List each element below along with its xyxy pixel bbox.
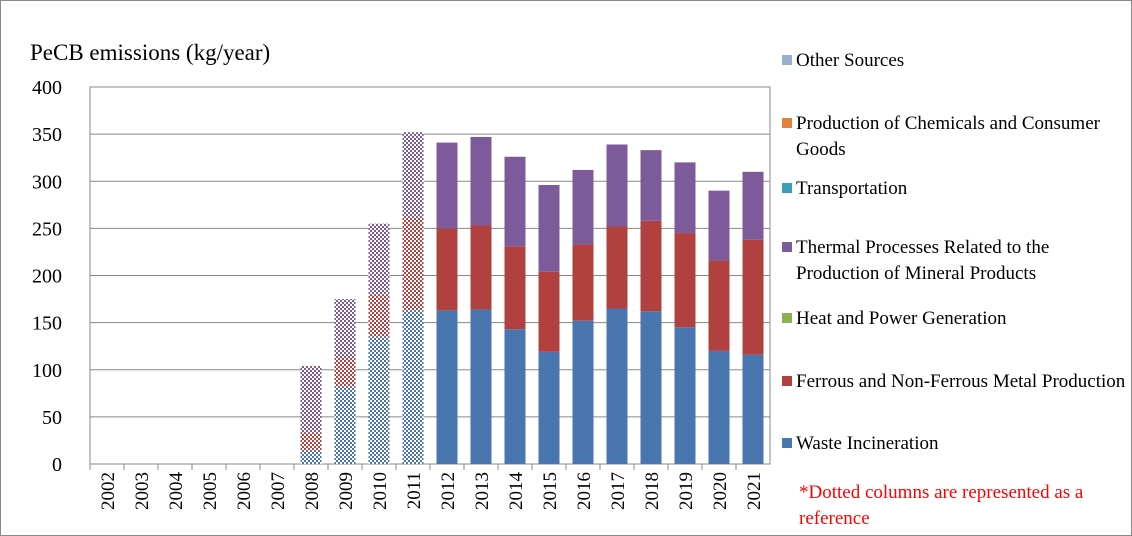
bar-segment (606, 308, 628, 464)
x-tick-label: 2007 (268, 472, 289, 510)
x-tick-label: 2011 (404, 472, 425, 509)
legend-swatch (782, 313, 792, 323)
legend-swatch (782, 55, 792, 65)
bar-segment (334, 386, 356, 464)
x-tick-label: 2017 (608, 472, 629, 510)
bar-segment (436, 228, 458, 311)
bar-segment (368, 223, 390, 295)
y-tick-label: 150 (32, 313, 62, 335)
bar-segment (368, 336, 390, 464)
x-tick-label: 2018 (642, 472, 663, 510)
bar-segment (606, 144, 628, 227)
bar-segment (436, 142, 458, 229)
legend-label: Waste Incineration (796, 433, 939, 454)
chart-title: PeCB emissions (kg/year) (30, 40, 270, 65)
y-tick-label: 100 (32, 360, 62, 382)
x-tick-label: 2002 (98, 472, 119, 510)
x-tick-label: 2021 (744, 472, 765, 510)
y-tick-label: 200 (32, 266, 62, 288)
legend-label: Heat and Power Generation (796, 308, 1007, 329)
bar-segment (300, 450, 322, 464)
bar-segment (538, 185, 560, 272)
legend-swatch (782, 242, 792, 252)
bar-segment (572, 244, 594, 321)
bar-segment (402, 132, 424, 218)
x-tick-label: 2008 (302, 472, 323, 510)
bar-segment (470, 225, 492, 310)
x-tick-label: 2006 (234, 472, 255, 510)
bar-segment (674, 233, 696, 328)
bar-segment (606, 226, 628, 309)
bar-segment (300, 365, 322, 433)
x-tick-label: 2005 (200, 472, 221, 510)
bar-segment (504, 156, 526, 247)
y-tick-label: 400 (32, 77, 62, 99)
x-tick-label: 2012 (438, 472, 459, 510)
y-tick-label: 50 (42, 407, 62, 429)
bar-segment (402, 217, 424, 311)
legend-item: Heat and Power Generation (782, 306, 1127, 332)
legend-label: Ferrous and Non-Ferrous Metal Production (796, 371, 1126, 392)
x-tick-label: 2004 (166, 472, 187, 511)
legend-item: Waste Incineration (782, 431, 1127, 457)
legend-item: Other Sources (782, 48, 1127, 74)
legend-label: Thermal Processes Related to the Product… (796, 237, 1050, 284)
bar-segment (368, 294, 390, 337)
bar-segment (470, 309, 492, 464)
bar-segment (742, 239, 764, 355)
legend-label: Other Sources (796, 50, 905, 71)
bar-segment (572, 320, 594, 464)
x-tick-label: 2014 (506, 472, 527, 511)
legend-label: Production of Chemicals and Consumer Goo… (796, 113, 1100, 160)
bar-segment (504, 329, 526, 464)
bar-segment (640, 220, 662, 312)
annotation: *Dotted columns are represented as a ref… (799, 482, 1084, 529)
bar-segment (742, 354, 764, 464)
x-tick-label: 2010 (370, 472, 391, 510)
bar-segment (742, 171, 764, 240)
y-tick-label: 250 (32, 218, 62, 240)
x-tick-label: 2013 (472, 472, 493, 510)
bar-segment (674, 162, 696, 234)
bar-segment (470, 136, 492, 226)
x-tick-label: 2015 (540, 472, 561, 510)
bar-segment (640, 150, 662, 221)
legend-swatch (782, 118, 792, 128)
bar-segment (538, 271, 560, 352)
bar-segment (674, 327, 696, 464)
bar-segment (436, 310, 458, 464)
bar-segment (300, 432, 322, 451)
legend-swatch (782, 376, 792, 386)
bar-segment (334, 299, 356, 357)
x-tick-label: 2016 (574, 472, 595, 510)
bar-segment (640, 311, 662, 464)
legend-label: Transportation (796, 178, 908, 199)
bar-segment (504, 246, 526, 330)
legend-item: Transportation (782, 176, 1127, 202)
x-tick-label: 2003 (132, 472, 153, 510)
legend-item: Production of Chemicals and Consumer Goo… (782, 111, 1127, 163)
y-tick-label: 0 (52, 454, 62, 476)
x-tick-label: 2009 (336, 472, 357, 510)
bar-segment (572, 169, 594, 245)
y-tick-label: 300 (32, 171, 62, 193)
bar-segment (402, 310, 424, 464)
legend-swatch (782, 438, 792, 448)
legend-item: Thermal Processes Related to the Product… (782, 235, 1127, 287)
x-tick-label: 2019 (676, 472, 697, 510)
y-tick-label: 350 (32, 124, 62, 146)
legend-swatch (782, 183, 792, 193)
x-tick-label: 2020 (710, 472, 731, 510)
bar-segment (708, 350, 730, 464)
bar-segment (708, 260, 730, 351)
bar-segment (334, 356, 356, 387)
legend-item: Ferrous and Non-Ferrous Metal Production (782, 369, 1127, 395)
bar-segment (538, 351, 560, 464)
bar-segment (708, 190, 730, 261)
